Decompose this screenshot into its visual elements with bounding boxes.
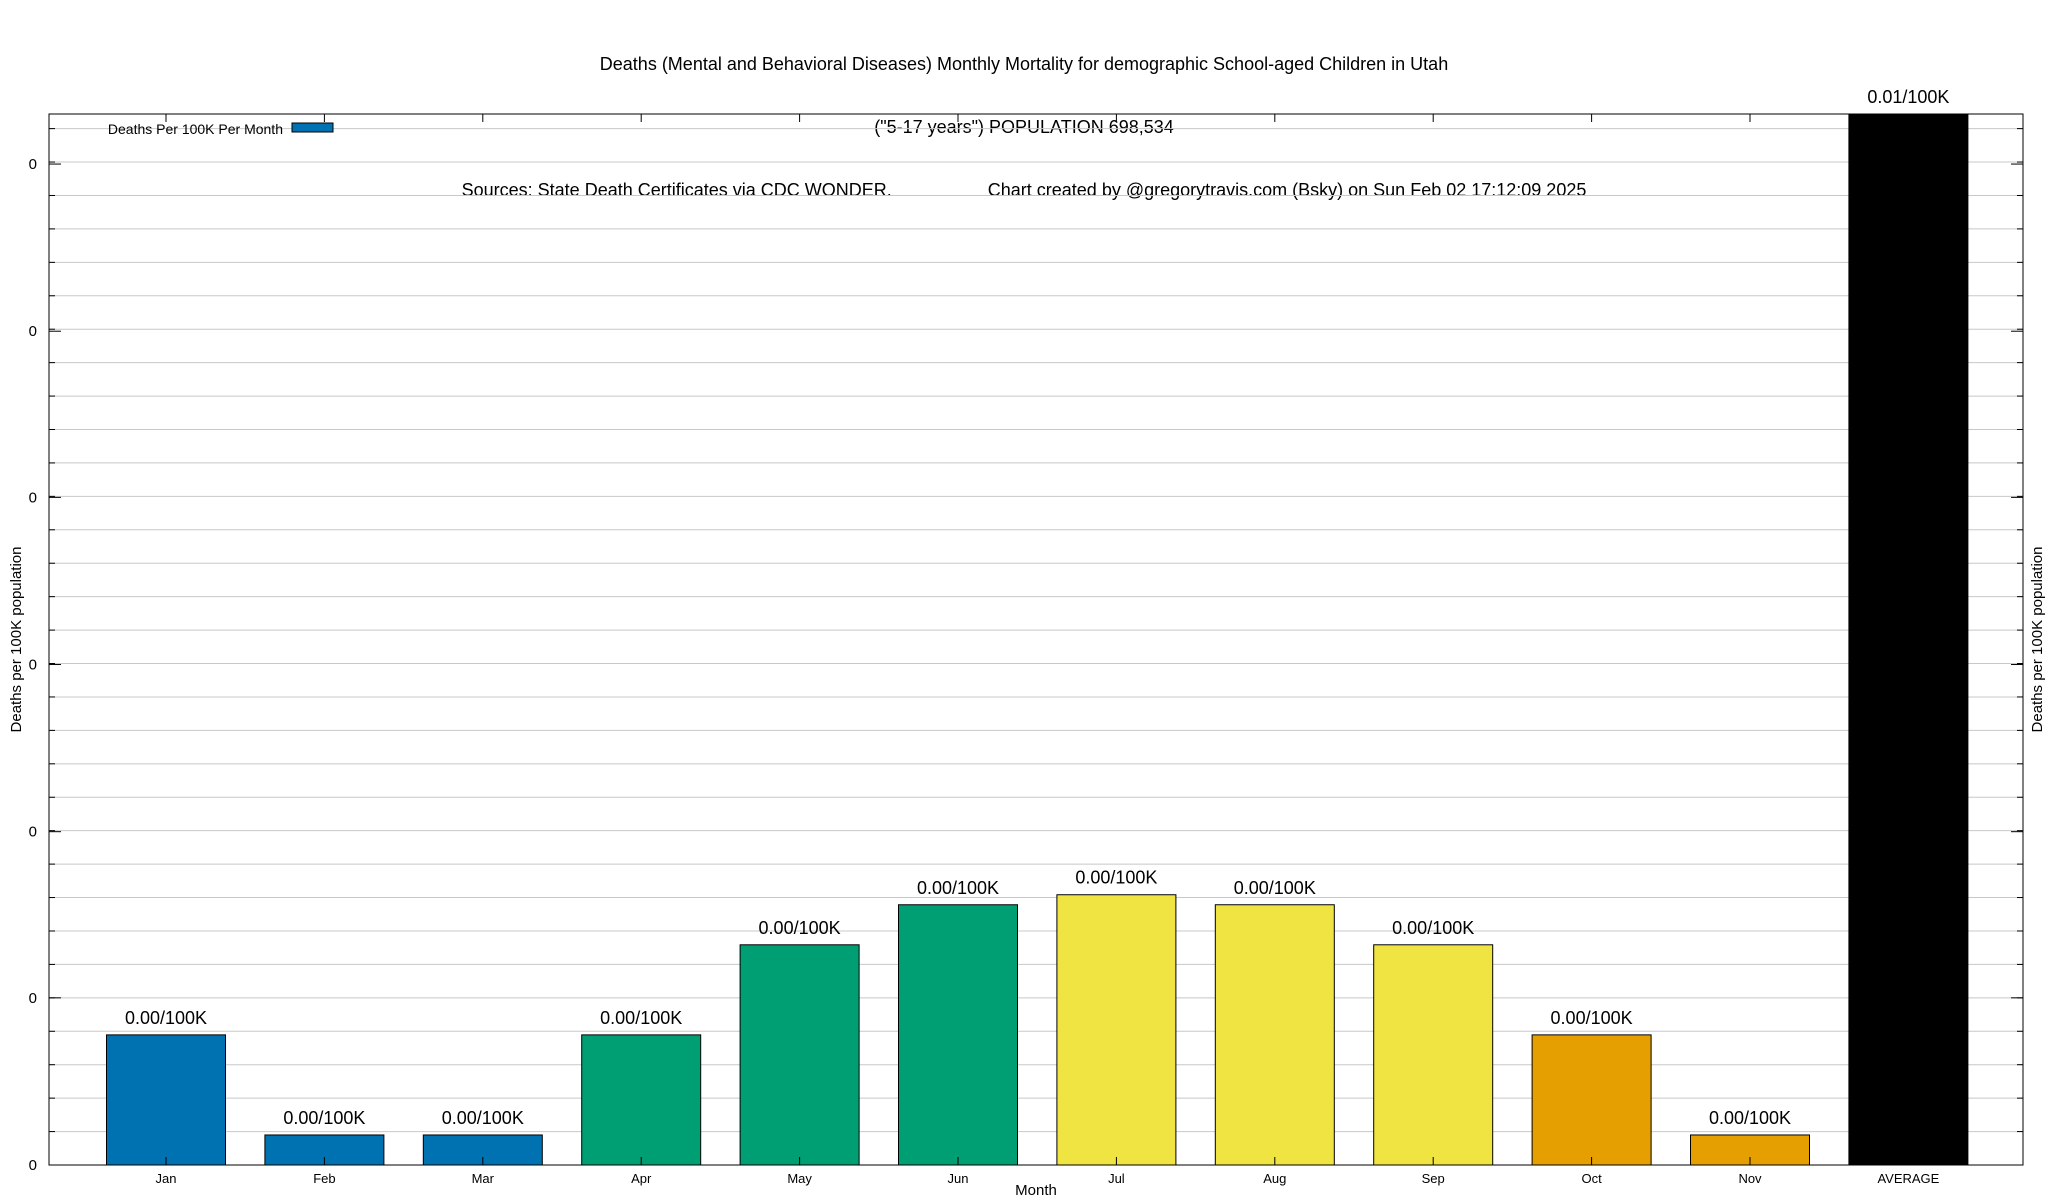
chart-title: Deaths (Mental and Behavioral Diseases) …	[599, 54, 1449, 74]
x-tick-label: Aug	[1263, 1171, 1286, 1186]
y-tick-label: 0	[29, 657, 37, 674]
bar-jun	[898, 904, 1018, 1166]
bar-average	[1848, 113, 1969, 1166]
data-label-oct: 0.00/100K	[1551, 1008, 1633, 1028]
data-label-average: 0.01/100K	[1867, 87, 1949, 107]
bar-apr	[581, 1034, 702, 1166]
y2-axis-label: Deaths per 100K population	[2029, 547, 2046, 733]
data-label-may: 0.00/100K	[759, 918, 841, 938]
x-tick-label: Apr	[631, 1171, 652, 1186]
bar-jul	[1056, 894, 1177, 1166]
x-tick-label: Nov	[1738, 1171, 1762, 1186]
data-label-aug: 0.00/100K	[1234, 878, 1316, 898]
x-tick-label: Jun	[948, 1171, 969, 1186]
axes: 0 0 0 0 0 0 0 Jan Feb Mar Apr May Jun Jul Aug Sep Oct Nov…	[29, 113, 2024, 1186]
y-tick-label: 0	[29, 990, 37, 1007]
y-tick-label: 0	[29, 489, 37, 506]
y-tick-label: 0	[29, 1157, 37, 1174]
data-label-jan: 0.00/100K	[125, 1008, 207, 1028]
legend-swatch	[291, 122, 334, 133]
data-labels: 0.00/100K 0.00/100K 0.00/100K 0.00/100K 0.00…	[125, 87, 1949, 1128]
x-tick-label: Feb	[313, 1171, 335, 1186]
bars	[106, 113, 1969, 1166]
data-label-mar: 0.00/100K	[442, 1108, 524, 1128]
plot-border	[48, 113, 2024, 1166]
data-label-feb: 0.00/100K	[283, 1108, 365, 1128]
grid-lines	[49, 128, 2023, 1166]
data-label-jun: 0.00/100K	[917, 878, 999, 898]
bar-oct	[1531, 1034, 1652, 1166]
y-tick-label: 0	[29, 824, 37, 841]
bar-sep	[1373, 944, 1494, 1166]
bar-aug	[1214, 904, 1335, 1166]
data-label-apr: 0.00/100K	[600, 1008, 682, 1028]
x-tick-label: Mar	[472, 1171, 495, 1186]
x-tick-label: AVERAGE	[1877, 1171, 1939, 1186]
legend: Deaths Per 100K Per Month	[108, 121, 334, 137]
x-axis-label: Month	[1015, 1182, 1057, 1199]
bar-may	[739, 944, 860, 1166]
data-label-nov: 0.00/100K	[1709, 1108, 1791, 1128]
x-tick-label: May	[787, 1171, 812, 1186]
x-tick-label: Oct	[1581, 1171, 1602, 1186]
x-tick-label: Sep	[1422, 1171, 1445, 1186]
bar-jan	[106, 1034, 226, 1166]
y-axis-label: Deaths per 100K population	[8, 547, 25, 733]
legend-label: Deaths Per 100K Per Month	[108, 121, 283, 137]
chart-subtitle: ("5-17 years") POPULATION 698,534	[874, 117, 1174, 137]
data-label-jul: 0.00/100K	[1075, 868, 1157, 888]
data-label-sep: 0.00/100K	[1392, 918, 1474, 938]
x-tick-label: Jan	[156, 1171, 177, 1186]
x-tick-label: Jul	[1108, 1171, 1125, 1186]
y-tick-label: 0	[29, 323, 37, 340]
y-tick-label: 0	[29, 156, 37, 173]
